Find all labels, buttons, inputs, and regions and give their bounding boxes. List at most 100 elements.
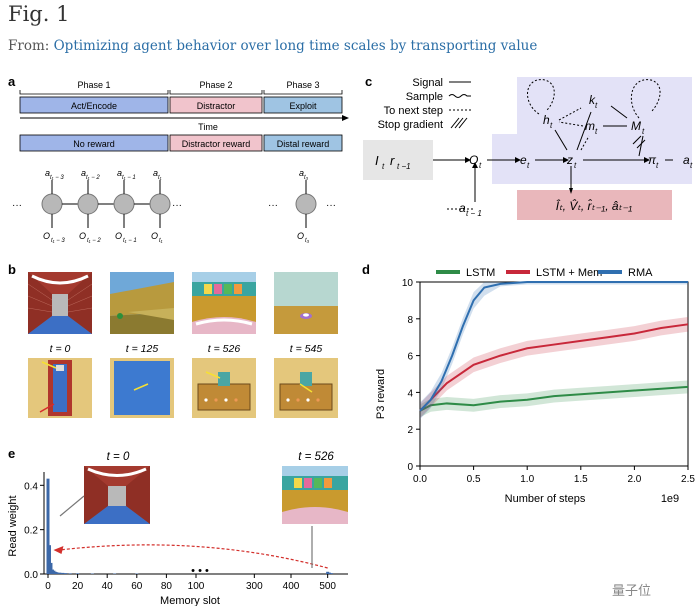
chart-d-ylabel: P3 reward — [375, 369, 387, 419]
source-line: From: Optimizing agent behavior over lon… — [8, 38, 537, 54]
chart-e-ytick-label-2: 0.4 — [24, 481, 38, 492]
e-frame-t526 — [282, 466, 348, 524]
chart-e-plot: 0.0 0.2 0.4 0 20 40 60 80 100 300 400 500 — [24, 472, 348, 592]
panel-a: a Phase 1 Phase 2 Phase 3 Act/Encode Dis… — [8, 74, 349, 244]
node-e: e — [520, 153, 527, 167]
legend-arrows — [448, 81, 471, 129]
article-link[interactable]: Optimizing agent behavior over long time… — [53, 38, 538, 54]
map-t526 — [192, 358, 256, 418]
input-r: r — [390, 153, 395, 168]
node-a-prev: a — [459, 201, 466, 215]
node-k: k — [589, 93, 596, 107]
chart-d-xscale: 1e9 — [661, 493, 679, 505]
node-a: a — [683, 153, 690, 167]
no-reward-bar — [19, 134, 169, 152]
chart-d-xtick-label-5: 2.5 — [681, 474, 695, 485]
chart-d-legend: LSTM LSTM + Mem RMA — [436, 267, 653, 279]
rnn-action-sub-3: t₁ — [158, 175, 162, 181]
rnn-action-3: a — [153, 168, 158, 178]
phase-2-label: Phase 2 — [199, 80, 232, 90]
chart-e-bar-7 — [58, 572, 62, 574]
chart-d-xlabel: Number of steps — [505, 493, 586, 505]
distractor-reward-bar — [169, 134, 263, 152]
chart-d-series-1 — [419, 323, 689, 412]
panel-b-label: b — [8, 262, 16, 277]
node-O: O — [469, 153, 478, 167]
chart-d-series-2 — [419, 281, 688, 412]
e-label-t0: t = 0 — [107, 451, 130, 463]
chart-e-bar-8 — [61, 572, 65, 574]
rnn-obs-sub-1: t₁ − 2 — [87, 238, 101, 244]
chart-d-plot: 0.0 0.5 1.0 1.5 2.0 2.5 0 2 4 6 8 10 — [402, 278, 696, 485]
time-arrow-head — [342, 115, 349, 121]
chart-e-bar-11 — [76, 573, 80, 574]
panel-e-chart: t = 0 t = 526 Read weight Memory slot • … — [7, 451, 348, 606]
chart-e-ylabel: Read weight — [7, 495, 19, 556]
chart-e-grey-arrow-left — [59, 495, 85, 517]
input-r-sub: t −1 — [397, 162, 411, 171]
reconstruction-text: Îₜ, V̂ₜ, r̂ₜ₋₁, âₜ₋₁ — [556, 198, 633, 213]
memory-region — [492, 77, 692, 184]
time-label-545: t = 545 — [290, 343, 323, 355]
e-frame-t0 — [84, 466, 150, 524]
rnn-action-sub-1: t₁ − 2 — [86, 175, 100, 181]
phase-brackets — [19, 90, 343, 95]
panel-a-label: a — [8, 74, 16, 89]
chart-e-ellipsis: • • • — [191, 565, 209, 577]
chart-e-bar-1 — [47, 545, 51, 574]
legend-label-lstm-mem: LSTM + Mem — [536, 267, 602, 279]
chart-e-xlabel: Memory slot — [160, 595, 220, 606]
chart-e-xtick-label-1: 20 — [72, 581, 84, 592]
panel-d-label: d — [362, 262, 370, 277]
node-M: M — [631, 119, 641, 133]
legend-sample: Sample — [406, 91, 443, 103]
chart-e-right-bar-2 — [329, 573, 333, 574]
node-h-sub: t — [550, 121, 553, 130]
node-M-sub: t — [642, 127, 645, 136]
distractor-reward-text: Distractor reward — [182, 139, 251, 149]
rnn-node-3 — [149, 193, 171, 215]
legend-label-lstm: LSTM — [466, 267, 495, 279]
chart-d-xtick-label-4: 2.0 — [627, 474, 641, 485]
reconstruction-box — [517, 190, 672, 220]
chart-d-ytick-label-5: 10 — [402, 278, 414, 289]
rnn-obs-sub-0: t₁ − 3 — [51, 238, 65, 244]
chart-e-red-arrowhead — [53, 546, 64, 554]
panel-c-label: c — [365, 74, 372, 89]
distractor-bar — [169, 96, 263, 114]
rnn-node-1 — [77, 193, 99, 215]
chart-d-xtick-label-2: 1.0 — [520, 474, 534, 485]
diagram-arrowheads — [465, 157, 650, 194]
legend-signal: Signal — [412, 77, 443, 89]
chart-d-ytick-label-4: 8 — [407, 315, 413, 326]
chart-d-ytick-label-3: 6 — [407, 352, 413, 363]
rnn-node-4 — [295, 193, 317, 215]
chart-e-xtick-label-5: 100 — [188, 581, 205, 592]
rnn-action-4: a — [299, 168, 304, 178]
chart-e-red-arrow — [59, 544, 328, 569]
chart-e-right-bar-0 — [326, 571, 330, 574]
legend-label-rma: RMA — [628, 267, 653, 279]
legend-stop-gradient: Stop gradient — [378, 119, 443, 131]
exploit-text: Exploit — [289, 101, 317, 111]
panel-d-chart: LSTM LSTM + Mem RMA P3 reward Number of … — [375, 267, 696, 505]
rnn-obs-0: O — [43, 231, 50, 241]
watermark: 量子位 — [612, 583, 652, 598]
rnn-action-sub-4: t₃ — [304, 175, 309, 181]
panel-e-label: e — [8, 446, 16, 461]
chart-e-xtick-label-6: 300 — [246, 581, 263, 592]
rnn-obs-sub-3: t₁ — [159, 238, 163, 244]
from-label: From: — [8, 38, 50, 54]
node-pi: π — [648, 153, 657, 167]
time-label-526: t = 526 — [208, 343, 241, 355]
chart-d-xtick-label-0: 0.0 — [413, 474, 427, 485]
e-label-t526: t = 526 — [298, 451, 334, 463]
figure-title: Fig. 1 — [8, 2, 70, 26]
frame-t0 — [28, 272, 93, 334]
time-label: Time — [198, 122, 218, 132]
node-h: h — [543, 113, 550, 127]
chart-e-right-bar-1 — [328, 572, 331, 574]
chart-d-ytick-label-1: 2 — [407, 425, 413, 436]
dots-right-2: ··· — [326, 200, 336, 211]
node-z-sub: t — [574, 161, 577, 170]
